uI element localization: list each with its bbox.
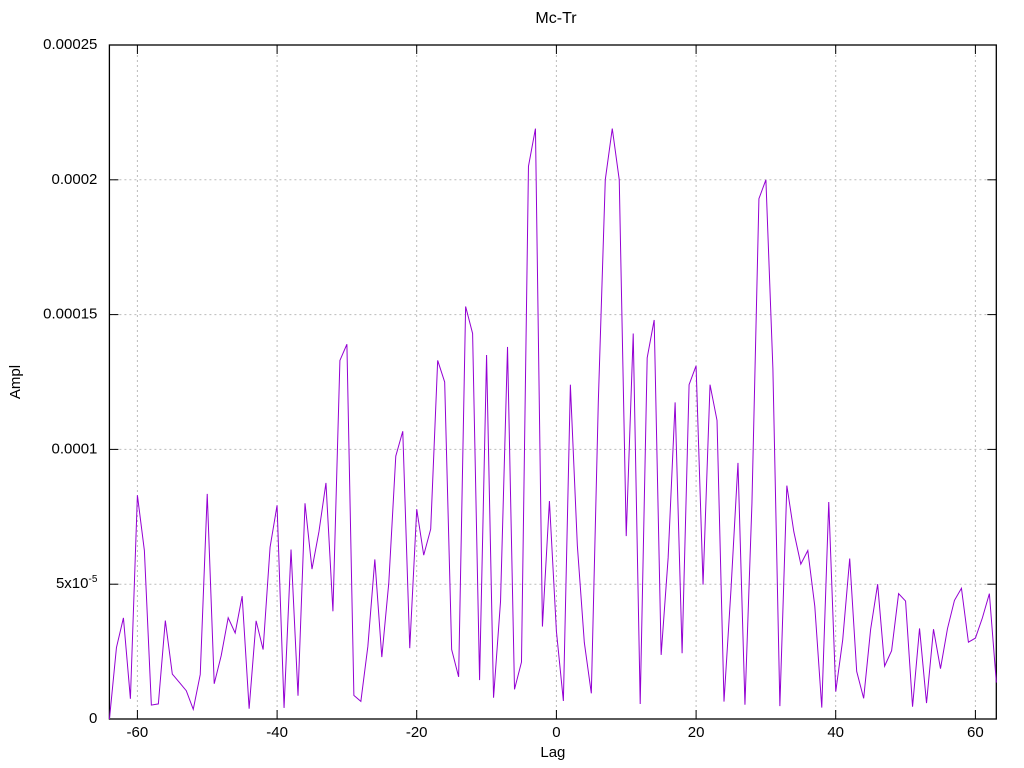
svg-text:Ampl: Ampl <box>7 365 24 399</box>
svg-text:-60: -60 <box>127 724 149 741</box>
svg-text:40: 40 <box>827 724 844 741</box>
svg-text:0.00015: 0.00015 <box>43 306 97 323</box>
svg-text:-20: -20 <box>406 724 428 741</box>
svg-text:-40: -40 <box>266 724 288 741</box>
svg-text:0.0002: 0.0002 <box>52 171 98 188</box>
svg-text:20: 20 <box>688 724 705 741</box>
svg-text:Mc-Tr: Mc-Tr <box>535 10 577 27</box>
svg-text:Lag: Lag <box>540 744 565 761</box>
svg-text:0.00025: 0.00025 <box>43 36 97 53</box>
svg-text:0: 0 <box>89 710 97 727</box>
svg-text:0: 0 <box>552 724 560 741</box>
svg-text:0.0001: 0.0001 <box>52 440 98 457</box>
svg-text:60: 60 <box>967 724 984 741</box>
